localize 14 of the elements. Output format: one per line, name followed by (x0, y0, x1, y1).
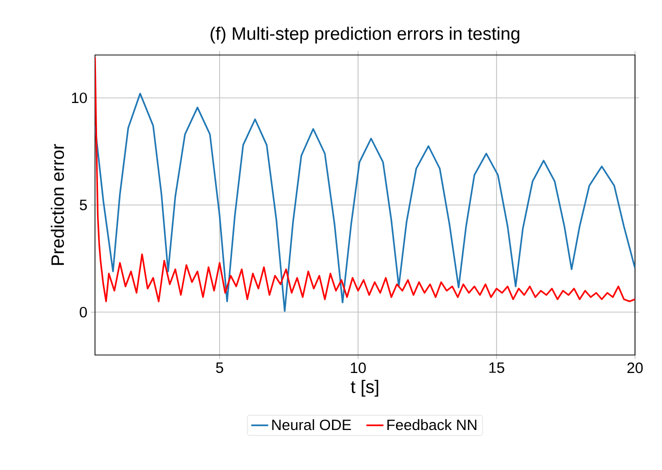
line-series (95, 56, 636, 302)
legend-label: Neural ODE (272, 419, 351, 430)
x-tick-label: 15 (489, 362, 504, 373)
line-series (95, 92, 636, 312)
x-tick-label: 10 (350, 362, 366, 374)
y-tick-label: 10 (72, 92, 87, 104)
chart-title: (f) Multi-step prediction errors in testing (210, 26, 520, 44)
legend-label: Feedback NN (387, 419, 476, 430)
x-tick-label: 5 (216, 362, 224, 373)
x-axis-title: t [s] (350, 380, 378, 397)
y-axis-title: Prediction error (50, 144, 64, 265)
y-tick-label: 0 (80, 306, 87, 318)
x-tick-label: 20 (627, 362, 643, 374)
y-tick-label: 5 (80, 200, 87, 210)
